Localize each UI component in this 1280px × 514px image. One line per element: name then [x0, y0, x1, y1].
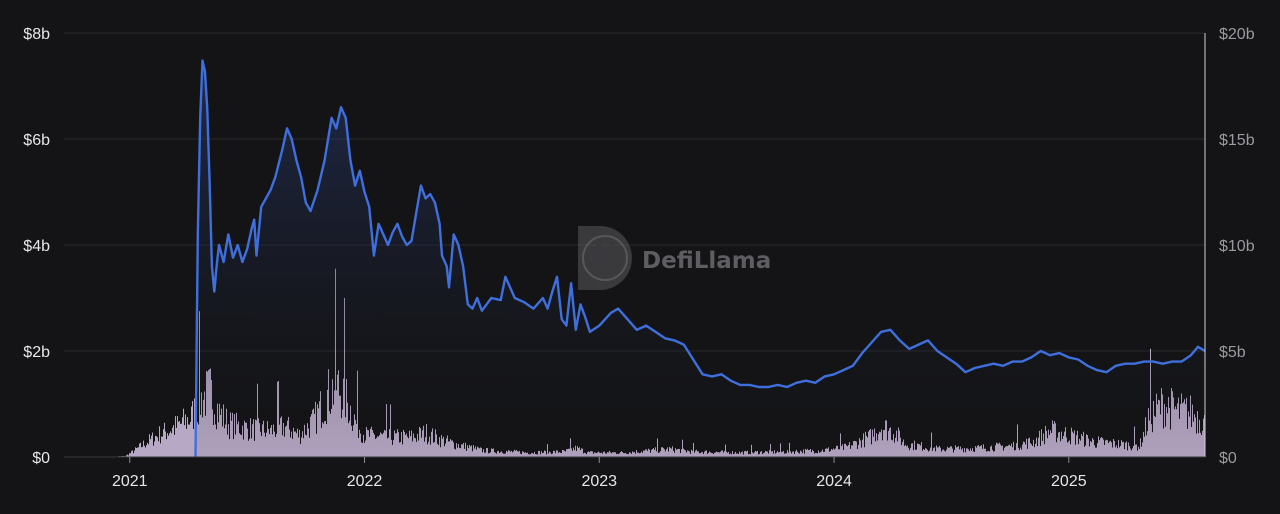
volume-bar: [137, 447, 138, 457]
left-tick-label: $4b: [23, 238, 50, 255]
volume-bar: [128, 455, 129, 457]
volume-bar: [188, 424, 189, 457]
left-tick-label: $6b: [23, 132, 50, 149]
volume-bar: [136, 448, 137, 457]
volume-bar: [170, 431, 171, 457]
volume-bar: [130, 453, 131, 457]
volume-bar: [156, 436, 157, 457]
llama-logo-icon: [578, 226, 632, 290]
volume-bar: [194, 398, 195, 457]
volume-bar: [172, 427, 173, 457]
volume-bar: [178, 421, 179, 457]
volume-bar: [158, 441, 159, 457]
volume-bar: [171, 433, 172, 457]
volume-bar: [166, 439, 167, 457]
volume-bar: [148, 444, 149, 457]
volume-bar: [153, 445, 154, 457]
volume-bar: [177, 416, 178, 457]
volume-bar: [126, 455, 127, 457]
volume-bar: [182, 417, 183, 457]
left-tick-label: $0: [32, 450, 50, 467]
volume-bar: [169, 433, 170, 457]
volume-bar: [133, 453, 134, 457]
volume-bar: [159, 426, 160, 457]
volume-bar: [151, 435, 152, 457]
volume-bar: [127, 454, 128, 457]
volume-bar: [185, 414, 186, 457]
right-tick-label: $20b: [1219, 26, 1255, 43]
volume-bar: [144, 445, 145, 457]
volume-bar: [152, 432, 153, 457]
volume-bar: [190, 421, 191, 457]
left-tick-label: $2b: [23, 344, 50, 361]
volume-bar: [174, 434, 175, 457]
volume-bar: [123, 455, 124, 457]
volume-bar: [168, 435, 169, 457]
right-tick-label: $5b: [1219, 344, 1246, 361]
x-tick-label: 2025: [1051, 473, 1087, 490]
volume-bar: [149, 434, 150, 457]
volume-bar: [157, 437, 158, 457]
right-tick-label: $0: [1219, 450, 1237, 467]
volume-bar: [163, 429, 164, 457]
volume-bar: [189, 424, 190, 457]
volume-bar: [161, 436, 162, 457]
right-tick-label: $10b: [1219, 238, 1255, 255]
volume-bar: [165, 431, 166, 457]
tvl-area-fill: [195, 60, 1205, 457]
volume-bar: [140, 442, 141, 457]
volume-bar: [162, 436, 163, 457]
volume-bar: [154, 441, 155, 457]
volume-bar: [173, 425, 174, 457]
volume-bar: [183, 408, 184, 457]
volume-bar: [142, 446, 143, 457]
volume-bar: [131, 450, 132, 457]
left-y-axis: $0 $2b $4b $6b $8b: [23, 26, 50, 467]
left-tick-label: $8b: [23, 26, 50, 43]
volume-bar: [138, 447, 139, 457]
volume-bar: [155, 435, 156, 457]
defillama-watermark: DefiLlama: [578, 226, 771, 290]
tvl-line-layer: [194, 59, 1206, 458]
right-y-axis: $0 $5b $10b $15b $20b: [1204, 26, 1255, 467]
x-tick-label: 2022: [347, 473, 383, 490]
volume-bar: [184, 425, 185, 457]
volume-bar: [139, 443, 140, 457]
volume-bar: [181, 423, 182, 457]
volume-bar: [167, 433, 168, 457]
volume-bar: [129, 453, 130, 457]
volume-bar: [191, 406, 192, 457]
watermark-text: DefiLlama: [642, 248, 771, 274]
volume-bar: [164, 422, 165, 457]
volume-bar: [180, 423, 181, 457]
x-tick-label: 2023: [581, 473, 617, 490]
volume-bar: [186, 428, 187, 457]
tvl-area: [195, 60, 1205, 457]
right-tick-label: $15b: [1219, 132, 1255, 149]
volume-bar: [193, 428, 194, 457]
volume-bar: [145, 447, 146, 457]
volume-bar: [134, 450, 135, 457]
volume-bar: [147, 442, 148, 457]
volume-bar: [150, 439, 151, 457]
x-tick-label: 2024: [816, 473, 852, 490]
volume-bar: [160, 443, 161, 457]
volume-bar: [192, 401, 193, 457]
volume-bar: [132, 450, 133, 457]
volume-bar: [176, 427, 177, 457]
volume-bar: [135, 447, 136, 457]
volume-bar: [146, 445, 147, 457]
tvl-line: [194, 59, 1206, 458]
volume-bar: [175, 416, 176, 457]
volume-bar: [179, 421, 180, 457]
x-axis: 2021 2022 2023 2024 2025: [64, 456, 1205, 490]
x-tick-label: 2021: [112, 473, 148, 490]
volume-bar: [141, 447, 142, 457]
volume-bar: [187, 417, 188, 457]
volume-bar: [143, 440, 144, 457]
